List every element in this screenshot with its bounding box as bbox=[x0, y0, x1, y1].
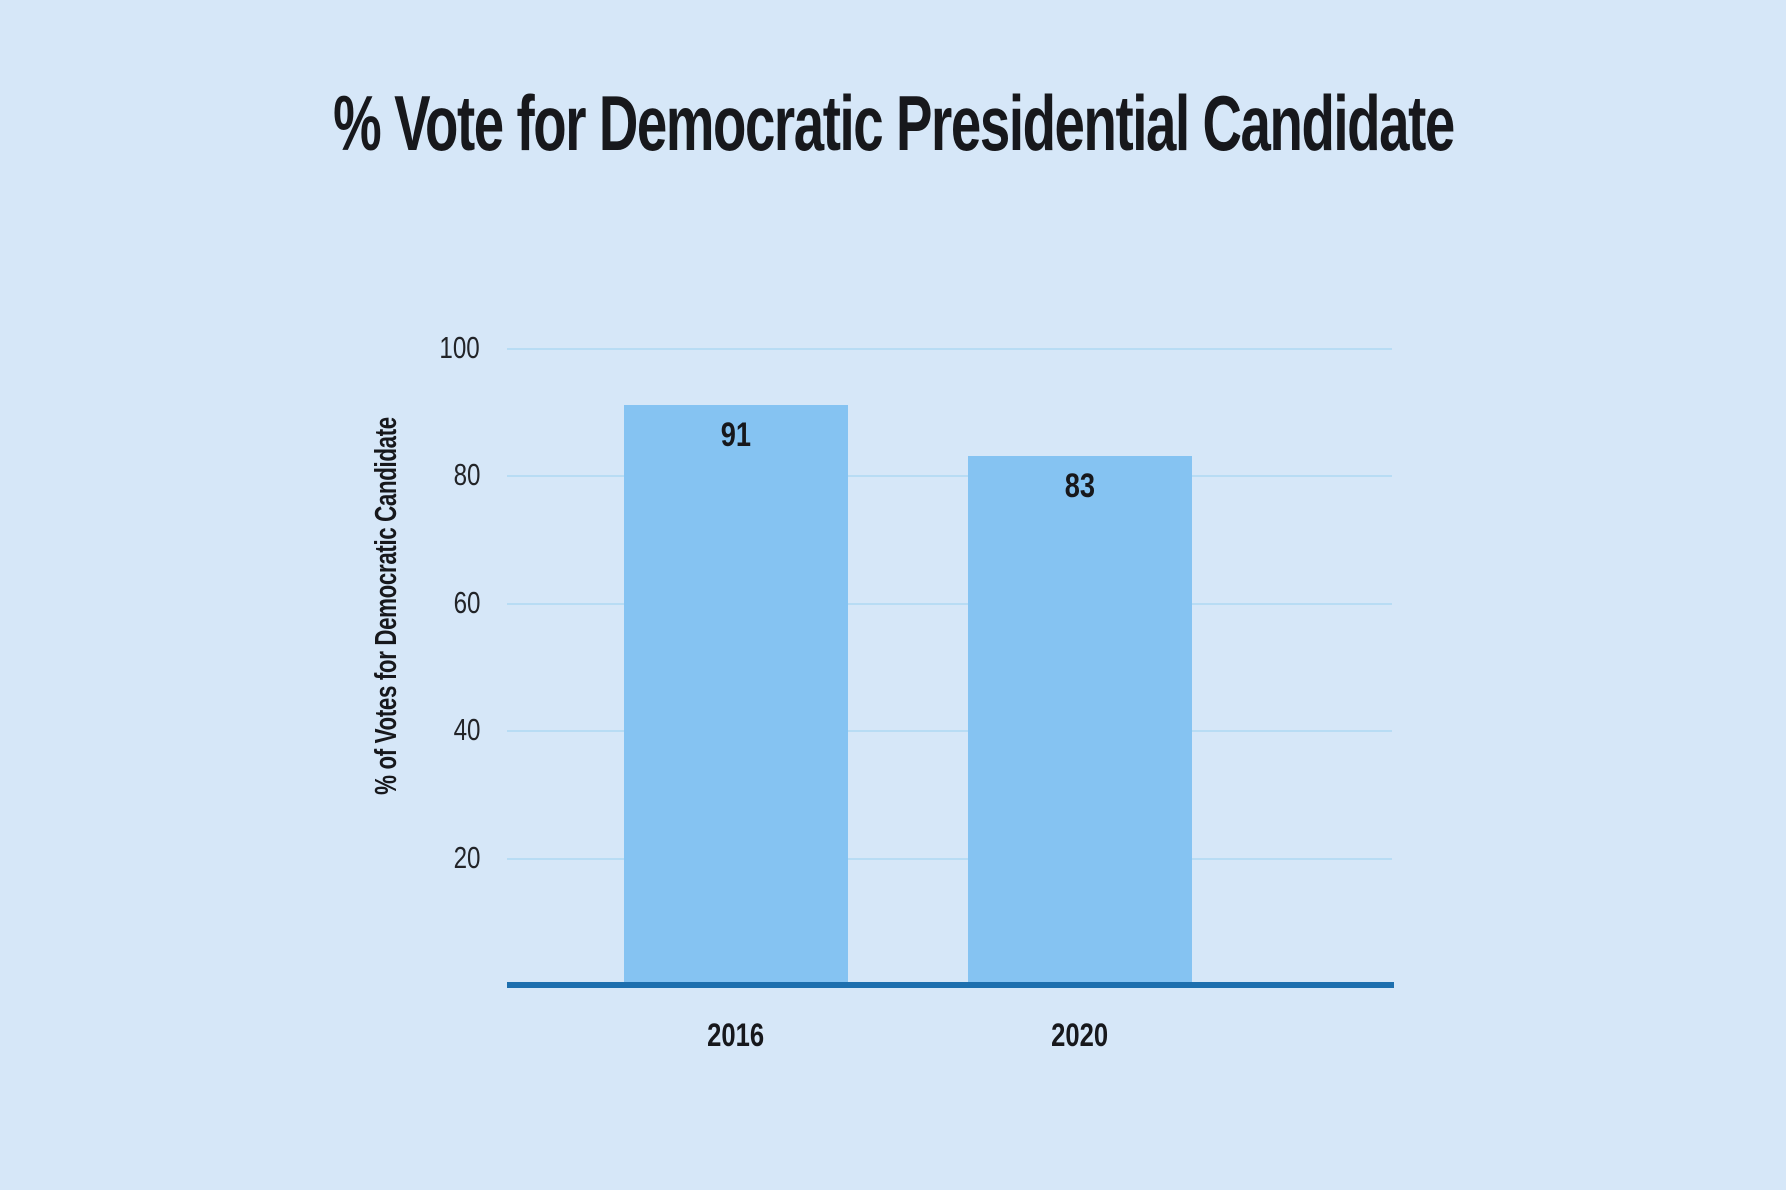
bar-value-label-2016: 91 bbox=[624, 418, 848, 452]
gridline-80 bbox=[507, 475, 1392, 478]
gridline-40 bbox=[507, 730, 1392, 733]
plot-area: 91 83 bbox=[507, 348, 1392, 985]
y-tick-label-80: 80 bbox=[453, 457, 480, 493]
x-tick-label-text: 2020 bbox=[1051, 1017, 1109, 1053]
bar-2020: 83 bbox=[968, 456, 1192, 985]
gridline-20 bbox=[507, 857, 1392, 860]
y-tick-label-100: 100 bbox=[439, 329, 480, 365]
gridline-60 bbox=[507, 602, 1392, 605]
y-tick-label-20: 20 bbox=[453, 839, 480, 875]
bar-value-label-text: 91 bbox=[720, 416, 752, 455]
chart-title-text: % Vote for Democratic Presidential Candi… bbox=[332, 79, 1455, 167]
x-tick-label-text: 2016 bbox=[707, 1017, 765, 1053]
bar-value-label-2020: 83 bbox=[968, 469, 1192, 503]
x-tick-label-2016: 2016 bbox=[624, 1016, 848, 1054]
y-tick-label-40: 40 bbox=[453, 712, 480, 748]
x-axis-tick-labels: 2016 2020 bbox=[507, 1016, 1392, 1058]
x-axis-line bbox=[507, 982, 1394, 988]
gridline-100 bbox=[507, 348, 1392, 350]
y-axis-tick-labels: 100 80 60 40 20 bbox=[0, 332, 480, 985]
bar-2016: 91 bbox=[624, 405, 848, 985]
chart-title: % Vote for Democratic Presidential Candi… bbox=[0, 84, 1786, 162]
y-tick-label-60: 60 bbox=[453, 584, 480, 620]
bar-value-label-text: 83 bbox=[1064, 467, 1096, 506]
x-tick-label-2020: 2020 bbox=[968, 1016, 1192, 1054]
